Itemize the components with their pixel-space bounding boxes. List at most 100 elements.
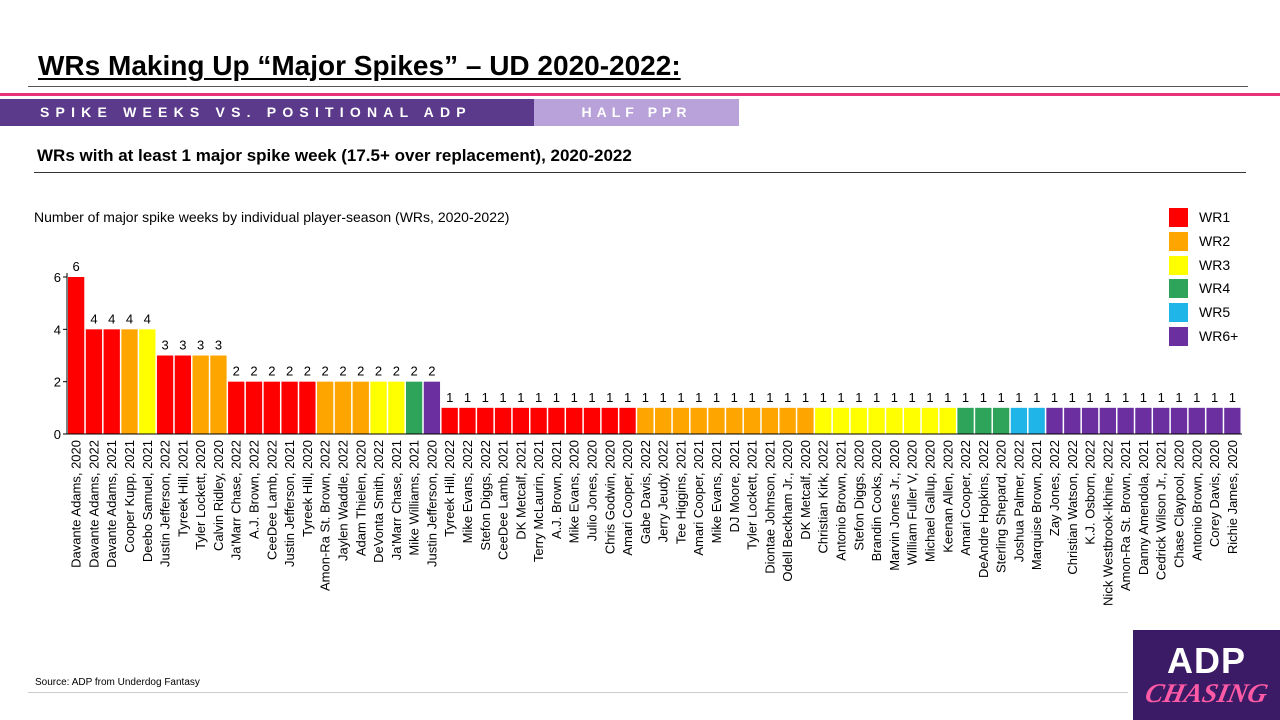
bar [548, 407, 565, 434]
bar [1153, 407, 1170, 434]
bar [121, 329, 138, 434]
bar [743, 407, 761, 434]
y-tick-label: 0 [54, 427, 61, 442]
bar-value-label: 1 [926, 390, 933, 405]
bar [85, 329, 103, 434]
category-label: A.J. Brown, 2022 [247, 440, 262, 539]
bar-value-label: 1 [1104, 390, 1111, 405]
bar-value-label: 1 [1015, 390, 1022, 405]
category-label: CeeDee Lamb, 2022 [264, 440, 279, 560]
bar [779, 407, 796, 434]
bar [228, 381, 245, 434]
bar [405, 381, 423, 434]
bar-value-label: 1 [997, 390, 1004, 405]
category-label: Keenan Allen, 2020 [940, 440, 955, 553]
bar [619, 407, 636, 434]
bar-value-label: 1 [748, 390, 755, 405]
bar [975, 407, 992, 434]
page-title: WRs Making Up “Major Spikes” – UD 2020-2… [38, 50, 681, 81]
logo-text-adp: ADP [1166, 640, 1246, 681]
category-label: Deebo Samuel, 2021 [140, 440, 155, 562]
bar [1224, 407, 1241, 434]
bar [672, 407, 690, 434]
category-label: Amon-Ra St. Brown, 2021 [1118, 440, 1133, 591]
category-label: Davante Adams, 2021 [104, 440, 119, 568]
bar-value-label: 1 [1175, 390, 1182, 405]
bar-value-label: 2 [393, 364, 400, 379]
bar-value-label: 1 [482, 390, 489, 405]
bar-value-label: 2 [357, 364, 364, 379]
category-label: Danny Amendola, 2021 [1136, 440, 1151, 575]
bar [868, 407, 885, 434]
bar-value-label: 3 [197, 338, 204, 353]
category-label: Mike Evans, 2021 [709, 440, 724, 543]
bar [441, 407, 458, 434]
category-label: Cooper Kupp, 2021 [122, 440, 137, 553]
subtitle-divider [34, 172, 1246, 173]
category-label: Terry McLaurin, 2021 [531, 440, 546, 562]
bar [992, 407, 1010, 434]
category-label: Julio Jones, 2020 [584, 440, 599, 541]
bar-value-label: 1 [535, 390, 542, 405]
bar [245, 381, 263, 434]
category-label: Amon-Ra St. Brown, 2022 [318, 440, 333, 591]
category-label: Mike Williams, 2021 [407, 440, 422, 556]
category-label: Marvin Jones Jr., 2020 [887, 440, 902, 571]
bar-value-label: 1 [837, 390, 844, 405]
bar-value-label: 1 [588, 390, 595, 405]
bar-value-label: 3 [179, 338, 186, 353]
logo-text-chasing: CHASING [1142, 678, 1271, 708]
bar [655, 407, 672, 434]
bar [370, 381, 387, 434]
bar [797, 407, 814, 434]
bar-value-label: 1 [1069, 390, 1076, 405]
bar-value-label: 3 [161, 338, 168, 353]
bar-value-label: 2 [375, 364, 382, 379]
legend-label: WR3 [1199, 256, 1231, 273]
bar-value-label: 1 [1033, 390, 1040, 405]
bar-value-label: 2 [322, 364, 329, 379]
bar [601, 407, 618, 434]
bar-value-label: 2 [339, 364, 346, 379]
bar-value-label: 1 [464, 390, 471, 405]
y-tick-label: 4 [54, 322, 61, 337]
bar-value-label: 4 [90, 311, 97, 326]
legend-label: WR1 [1199, 209, 1231, 225]
category-label: Calvin Ridley, 2020 [211, 440, 226, 551]
category-label: Chris Godwin, 2020 [602, 440, 617, 554]
bar-value-label: 1 [713, 390, 720, 405]
category-label: Adam Thielen, 2020 [353, 440, 368, 556]
adp-chasing-logo: ADP CHASING [1133, 630, 1280, 720]
bar-value-label: 1 [1158, 390, 1165, 405]
category-label: Brandin Cooks, 2020 [869, 440, 884, 561]
category-label: Michael Gallup, 2020 [922, 440, 937, 562]
category-label: Cedrick Wilson Jr., 2021 [1154, 440, 1169, 580]
bar [1064, 407, 1081, 434]
category-label: Justin Jefferson, 2021 [282, 440, 297, 567]
category-label: DK Metcalf, 2020 [798, 440, 813, 540]
category-label: Tyler Lockett, 2020 [193, 440, 208, 550]
bar-value-label: 1 [1140, 390, 1147, 405]
bar-value-label: 2 [410, 364, 417, 379]
bar [850, 407, 867, 434]
bar [281, 381, 298, 434]
legend-label: WR6+ [1199, 328, 1239, 344]
legend-swatch [1169, 327, 1188, 346]
bar [388, 381, 405, 434]
legend-swatch [1169, 208, 1188, 227]
bar-value-label: 1 [731, 390, 738, 405]
category-label: CeeDee Lamb, 2021 [496, 440, 511, 560]
accent-stripe-left [0, 93, 1280, 96]
bar [103, 329, 120, 434]
bar [583, 407, 601, 434]
bar [921, 407, 939, 434]
bar-value-label: 1 [802, 390, 809, 405]
category-label: Antonio Brown, 2021 [834, 440, 849, 561]
bar [708, 407, 725, 434]
bar-value-label: 1 [891, 390, 898, 405]
legend-swatch [1169, 255, 1188, 275]
bar [459, 407, 476, 434]
category-label: Amari Cooper, 2020 [620, 440, 635, 556]
category-label: Amari Cooper, 2022 [958, 440, 973, 556]
